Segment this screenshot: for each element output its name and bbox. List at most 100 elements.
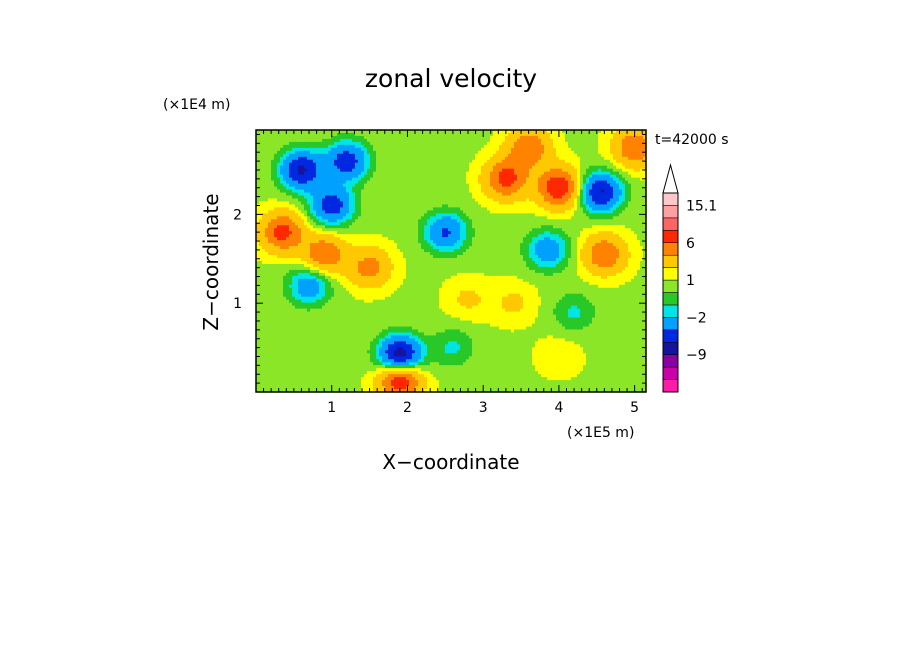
field-cell xyxy=(406,144,410,149)
field-cell xyxy=(547,141,551,146)
field-cell xyxy=(454,213,458,217)
field-cell xyxy=(376,189,380,194)
field-cell xyxy=(502,219,506,223)
field-cell xyxy=(574,130,578,134)
field-cell xyxy=(634,231,638,235)
field-cell xyxy=(361,240,365,244)
field-cell xyxy=(451,237,455,241)
field-cell xyxy=(499,216,503,220)
field-cell xyxy=(463,165,467,170)
field-cell xyxy=(610,216,614,220)
field-cell xyxy=(415,201,419,206)
field-cell xyxy=(589,237,593,241)
field-cell xyxy=(472,201,476,206)
field-cell xyxy=(262,240,266,244)
field-cell xyxy=(595,198,599,203)
field-cell xyxy=(286,174,290,179)
field-cell xyxy=(391,222,395,226)
field-cell xyxy=(304,243,308,247)
field-cell xyxy=(406,237,410,241)
field-cell xyxy=(334,132,338,137)
field-cell xyxy=(319,138,323,143)
field-cell xyxy=(556,130,560,134)
field-cell xyxy=(289,195,293,200)
field-cell xyxy=(451,195,455,200)
field-cell xyxy=(301,201,305,206)
field-cell xyxy=(586,192,590,197)
field-cell xyxy=(442,204,446,209)
field-cell xyxy=(640,189,644,194)
field-cell xyxy=(487,147,491,152)
field-cell xyxy=(289,180,293,185)
field-cell xyxy=(409,222,413,226)
field-cell xyxy=(616,198,620,203)
field-cell xyxy=(376,138,380,143)
field-cell xyxy=(613,210,617,214)
field-cell xyxy=(403,171,407,176)
field-cell xyxy=(631,171,635,176)
field-cell xyxy=(595,222,599,226)
field-cell xyxy=(307,171,311,176)
field-cell xyxy=(271,225,275,229)
field-cell xyxy=(418,192,422,197)
field-cell xyxy=(505,210,509,214)
field-cell xyxy=(562,183,566,188)
field-cell xyxy=(565,183,569,188)
field-cell xyxy=(475,168,479,173)
field-cell xyxy=(514,156,518,161)
field-cell xyxy=(583,222,587,226)
field-cell xyxy=(622,201,626,206)
field-cell xyxy=(334,240,338,244)
field-cell xyxy=(445,135,449,140)
field-cell xyxy=(643,147,646,152)
field-cell xyxy=(361,180,365,185)
field-cell xyxy=(475,162,479,167)
field-cell xyxy=(316,141,320,146)
field-cell xyxy=(589,130,593,134)
field-cell xyxy=(313,141,317,146)
field-cell xyxy=(490,234,494,238)
field-cell xyxy=(592,162,596,167)
field-cell xyxy=(385,153,389,158)
field-cell xyxy=(271,165,275,170)
field-cell xyxy=(448,189,452,194)
field-cell xyxy=(448,216,452,220)
field-cell xyxy=(604,153,608,158)
field-cell xyxy=(517,234,521,238)
field-cell xyxy=(370,153,374,158)
field-cell xyxy=(349,201,353,206)
field-cell xyxy=(457,138,461,143)
field-cell xyxy=(484,186,488,191)
field-cell xyxy=(373,204,377,209)
field-cell xyxy=(616,237,620,241)
field-cell xyxy=(481,183,485,188)
field-cell xyxy=(295,150,299,155)
field-cell xyxy=(340,147,344,152)
field-cell xyxy=(481,198,485,203)
field-cell xyxy=(316,225,320,229)
field-cell xyxy=(595,207,599,211)
field-cell xyxy=(271,204,275,209)
field-cell xyxy=(313,153,317,158)
field-cell xyxy=(610,153,614,158)
field-cell xyxy=(631,201,635,206)
field-cell xyxy=(559,132,563,137)
field-cell xyxy=(322,138,326,143)
field-cell xyxy=(379,183,383,188)
field-cell xyxy=(433,171,437,176)
field-cell xyxy=(460,147,464,152)
field-cell xyxy=(337,168,341,173)
field-cell xyxy=(502,231,506,235)
field-cell xyxy=(634,132,638,137)
field-cell xyxy=(601,180,605,185)
field-cell xyxy=(259,201,263,206)
field-cell xyxy=(259,210,263,214)
field-cell xyxy=(508,186,512,191)
field-cell xyxy=(541,210,545,214)
field-cell xyxy=(322,171,326,176)
field-cell xyxy=(478,130,482,134)
field-cell xyxy=(322,222,326,226)
field-cell xyxy=(277,216,281,220)
field-cell xyxy=(619,207,623,211)
field-cell xyxy=(643,189,646,194)
